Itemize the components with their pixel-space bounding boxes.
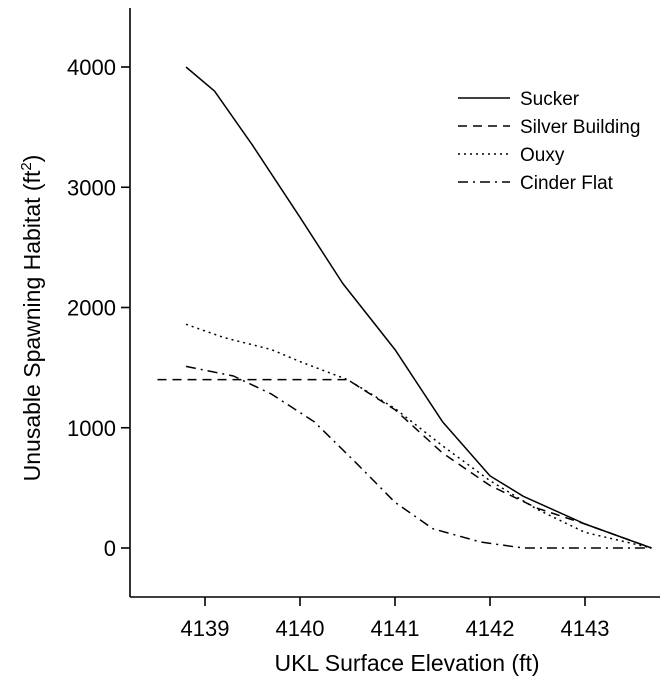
axes: 0 1000 2000 3000 4000 4139 4140 4141 4142 4143 (67, 8, 660, 641)
legend-label-sucker: Sucker (520, 89, 580, 110)
legend-label-cinder-flat: Cinder Flat (520, 173, 614, 194)
y-tick-label: 2000 (67, 296, 116, 321)
legend-label-ouxy: Ouxy (520, 145, 565, 166)
x-tick-label: 4140 (276, 616, 325, 641)
series-line-silver-building (157, 378, 652, 549)
legend: Sucker Silver Building Ouxy Cinder Flat (458, 89, 640, 194)
series-line-ouxy (185, 323, 652, 549)
x-axis-title: UKL Surface Elevation (ft) (274, 650, 539, 676)
y-tick-label: 0 (104, 536, 116, 561)
legend-label-silver-building: Silver Building (520, 117, 640, 138)
y-tick-label: 1000 (67, 416, 116, 441)
x-tick-label: 4141 (371, 616, 420, 641)
series-line-cinder-flat (185, 365, 652, 549)
y-axis-title-main: Unusable Spawning Habitat (ft (19, 170, 45, 481)
y-axis-title-close: ) (19, 155, 45, 163)
series-line-sucker (185, 66, 652, 549)
y-tick-label: 3000 (67, 175, 116, 200)
series-lines (157, 66, 652, 549)
x-tick-label: 4142 (466, 616, 515, 641)
x-tick-label: 4139 (181, 616, 230, 641)
y-axis-title: Unusable Spawning Habitat (ft2) (18, 155, 45, 482)
y-tick-label: 4000 (67, 55, 116, 80)
x-tick-label: 4143 (561, 616, 610, 641)
axis-titles: UKL Surface Elevation (ft) Unusable Spaw… (18, 155, 540, 676)
y-axis-title-sup: 2 (18, 162, 35, 170)
